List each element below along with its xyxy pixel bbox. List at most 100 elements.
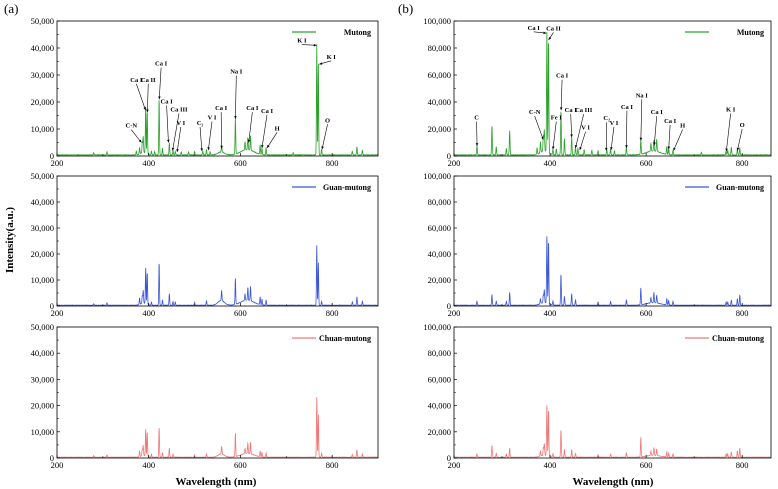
arrow-head: [171, 147, 175, 151]
legend: Guan-mutong: [685, 183, 764, 192]
peak-label: V I: [610, 120, 619, 127]
arrow-head: [570, 134, 573, 138]
y-tick-label: 50,000: [31, 16, 54, 26]
x-tick-label: 400: [142, 158, 155, 168]
y-axis-title: Intensity(a.u.): [4, 207, 16, 273]
peak-annotation: Ca I: [261, 108, 274, 148]
chart-panel: 0 20,000 40,000 60,000 80,000 100,000 200 400 60…: [423, 171, 772, 318]
peak-label: O: [325, 117, 330, 124]
y-tick-label: 10,000: [31, 124, 54, 134]
peak-label: Ca I: [215, 105, 228, 112]
legend-label: Chuan-mutong: [712, 334, 764, 343]
x-tick-label: 400: [142, 460, 155, 470]
arrow-head: [673, 147, 676, 151]
peak-annotation: V I: [176, 120, 186, 152]
arrow-head: [541, 136, 544, 140]
peak-label: Ca I: [651, 109, 664, 116]
peak-label: K I: [726, 106, 736, 113]
peak-label: Ca III: [170, 106, 188, 113]
peak-arrow: [610, 126, 615, 150]
y-tick-label: 30,000: [31, 374, 54, 384]
y-tick-label: 60,000: [428, 70, 451, 80]
peak-label: Ca II: [546, 25, 561, 32]
plot-frame: [453, 20, 772, 157]
peak-annotation: V I: [610, 120, 619, 150]
x-tick-label: 200: [448, 158, 461, 168]
peak-annotation: Ca III: [170, 106, 188, 151]
x-tick-label: 600: [234, 158, 247, 168]
y-tick-label: 100,000: [423, 171, 451, 181]
peak-annotation: C₂: [603, 115, 610, 151]
peak-label: V I: [581, 125, 590, 132]
peak-label: K I: [297, 38, 307, 45]
peak-arrow: [172, 113, 180, 151]
plot-frame: [56, 20, 379, 157]
y-tick-label: 40,000: [428, 97, 451, 107]
arrow-head: [166, 139, 170, 143]
peak-annotation: Fe I: [551, 115, 562, 150]
peak-arrow: [199, 126, 203, 152]
arrow-head: [543, 31, 547, 35]
spectrum-line: [56, 44, 379, 156]
y-tick-label: 80,000: [428, 43, 451, 53]
y-tick-label: 0: [50, 453, 54, 463]
peak-label: Ca I: [161, 98, 174, 105]
arrow-head: [667, 146, 671, 150]
legend: Mutong: [685, 28, 764, 37]
peak-arrow: [266, 132, 278, 149]
arrow-head: [207, 147, 210, 151]
peak-label: C-N: [126, 123, 138, 130]
x-tick-label: 400: [544, 460, 557, 470]
y-tick-label: 50,000: [31, 322, 54, 332]
y-tick-label: 20,000: [428, 124, 451, 134]
peak-annotation: K I: [297, 38, 317, 47]
arrow-head: [158, 96, 161, 100]
arrow-head: [559, 107, 563, 111]
peak-label: K I: [327, 54, 337, 61]
x-tick-label: 600: [640, 158, 653, 168]
x-tick-label: 600: [640, 308, 653, 318]
peak-annotation: Ca II: [141, 77, 156, 113]
peak-arrow: [208, 121, 213, 151]
plot-frame: [56, 175, 379, 307]
chart-panel: 0 10,000 20,000 30,000 40,000 50,000 200 400 600…: [31, 171, 379, 318]
plot-frame: [453, 175, 772, 307]
peak-annotation: H: [673, 123, 685, 151]
peak-label: Ca I: [565, 107, 578, 114]
arrow-head: [321, 146, 324, 150]
peak-label: Ca I: [528, 25, 541, 32]
x-tick-label: 200: [51, 460, 64, 470]
y-tick-label: 80,000: [428, 197, 451, 207]
legend-label: Mutong: [737, 28, 764, 37]
peak-label: Ca I: [261, 108, 274, 115]
peak-label: C₂: [197, 120, 204, 127]
legend: Chuan-mutong: [685, 334, 764, 343]
x-tick-label: 200: [448, 308, 461, 318]
arrow-head: [725, 148, 728, 152]
y-tick-label: 80,000: [428, 348, 451, 358]
arrow-head: [625, 145, 628, 148]
spectrum-line: [453, 405, 772, 458]
panel-label-b: (b): [398, 1, 413, 16]
peak-annotation: H: [266, 125, 280, 149]
peak-label: H: [275, 125, 280, 132]
peak-annotation: C: [474, 115, 479, 146]
peak-arrow: [570, 114, 572, 138]
arrow-head: [475, 143, 479, 146]
arrow-head: [234, 116, 237, 119]
y-tick-label: 20,000: [31, 249, 54, 259]
arrow-head: [143, 107, 146, 111]
peak-arrow: [534, 116, 544, 140]
x-tick-label: 200: [51, 308, 64, 318]
peak-annotation: K I: [725, 106, 736, 152]
peak-annotation: C₂: [197, 120, 204, 152]
peak-label: C-N: [529, 109, 541, 116]
peak-label: Na I: [230, 69, 243, 76]
peak-label: V I: [176, 120, 185, 127]
plot-frame: [56, 326, 379, 459]
peak-arrow: [673, 129, 683, 151]
legend: Guan-mutong: [292, 183, 371, 192]
y-tick-label: 60,000: [428, 223, 451, 233]
x-tick-label: 600: [234, 308, 247, 318]
legend-label: Guan-mutong: [323, 183, 371, 192]
